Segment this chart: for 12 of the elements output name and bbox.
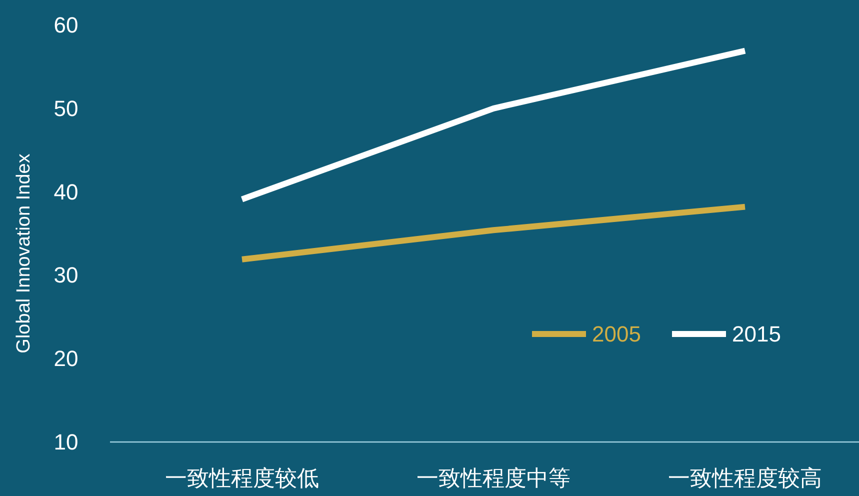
y-axis-title: Global Innovation Index <box>14 153 34 354</box>
x-tick-label: 一致性程度较低 <box>165 466 319 490</box>
x-tick-label: 一致性程度较高 <box>668 466 822 490</box>
y-tick-label: 60 <box>54 12 78 38</box>
y-tick-label: 50 <box>54 96 78 121</box>
y-tick-label: 10 <box>54 430 78 454</box>
legend-label: 2005 <box>592 322 641 346</box>
legend-label: 2015 <box>732 322 781 346</box>
y-tick-label: 40 <box>54 179 78 204</box>
y-tick-label: 30 <box>54 262 78 288</box>
x-tick-label: 一致性程度中等 <box>416 466 570 490</box>
y-tick-label: 20 <box>54 346 78 372</box>
